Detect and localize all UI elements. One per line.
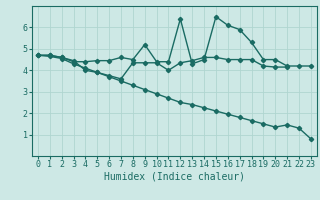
X-axis label: Humidex (Indice chaleur): Humidex (Indice chaleur) <box>104 172 245 182</box>
